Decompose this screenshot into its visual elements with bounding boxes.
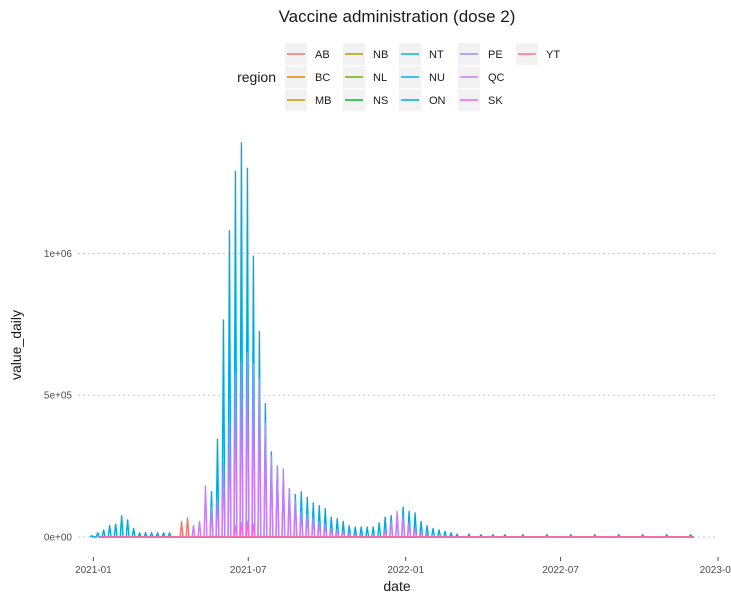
legend-label: BC bbox=[315, 72, 330, 84]
legend-label: PE bbox=[488, 49, 503, 61]
y-axis-title: value_daily bbox=[8, 310, 24, 380]
legend-item-nl: NL bbox=[343, 66, 387, 88]
legend: region AB BC MB NB NL NS NT NU ON PE QC SK YT bbox=[237, 43, 560, 111]
legend-label: NU bbox=[429, 72, 445, 84]
legend-label: MB bbox=[315, 95, 332, 107]
legend-label: QC bbox=[488, 72, 505, 84]
series-on bbox=[89, 142, 694, 538]
legend-label: SK bbox=[488, 95, 503, 107]
legend-item-ab: AB bbox=[285, 43, 330, 65]
y-axis: 0e+00 5e+05 1e+06 bbox=[44, 249, 73, 544]
y-tick-label: 1e+06 bbox=[44, 249, 73, 260]
x-axis: 2021-01 2021-07 2022-01 2022-07 2023-01 bbox=[75, 557, 731, 576]
series-qc bbox=[100, 351, 694, 538]
x-tick-label: 2022-07 bbox=[542, 565, 579, 576]
legend-item-pe: PE bbox=[458, 43, 503, 65]
x-tick-label: 2022-01 bbox=[387, 565, 424, 576]
chart-title: Vaccine administration (dose 2) bbox=[279, 7, 516, 26]
x-tick-label: 2021-07 bbox=[230, 565, 267, 576]
legend-item-sk: SK bbox=[458, 89, 503, 111]
legend-label: YT bbox=[546, 49, 560, 61]
y-tick-label: 5e+05 bbox=[44, 391, 73, 402]
legend-label: NT bbox=[429, 49, 444, 61]
x-tick-label: 2021-01 bbox=[75, 565, 112, 576]
x-tick-label: 2023-01 bbox=[700, 565, 731, 576]
legend-label: NB bbox=[373, 49, 388, 61]
legend-label: NS bbox=[373, 95, 388, 107]
y-tick-label: 0e+00 bbox=[44, 533, 73, 544]
grid bbox=[78, 252, 718, 538]
legend-item-nt: NT bbox=[399, 43, 444, 65]
legend-item-nu: NU bbox=[399, 66, 445, 88]
legend-item-bc: BC bbox=[285, 66, 330, 88]
legend-item-ns: NS bbox=[343, 89, 388, 111]
legend-label: ON bbox=[429, 95, 446, 107]
series-line-on bbox=[89, 142, 694, 538]
legend-item-qc: QC bbox=[458, 66, 505, 88]
legend-label: NL bbox=[373, 72, 387, 84]
series-group bbox=[89, 142, 694, 538]
legend-item-on: ON bbox=[399, 89, 446, 111]
legend-label: AB bbox=[315, 49, 330, 61]
series-line-qc bbox=[100, 351, 694, 538]
x-axis-title: date bbox=[383, 578, 410, 594]
legend-item-yt: YT bbox=[516, 43, 560, 65]
legend-item-nb: NB bbox=[343, 43, 388, 65]
legend-item-mb: MB bbox=[285, 89, 332, 111]
legend-title: region bbox=[237, 69, 276, 85]
